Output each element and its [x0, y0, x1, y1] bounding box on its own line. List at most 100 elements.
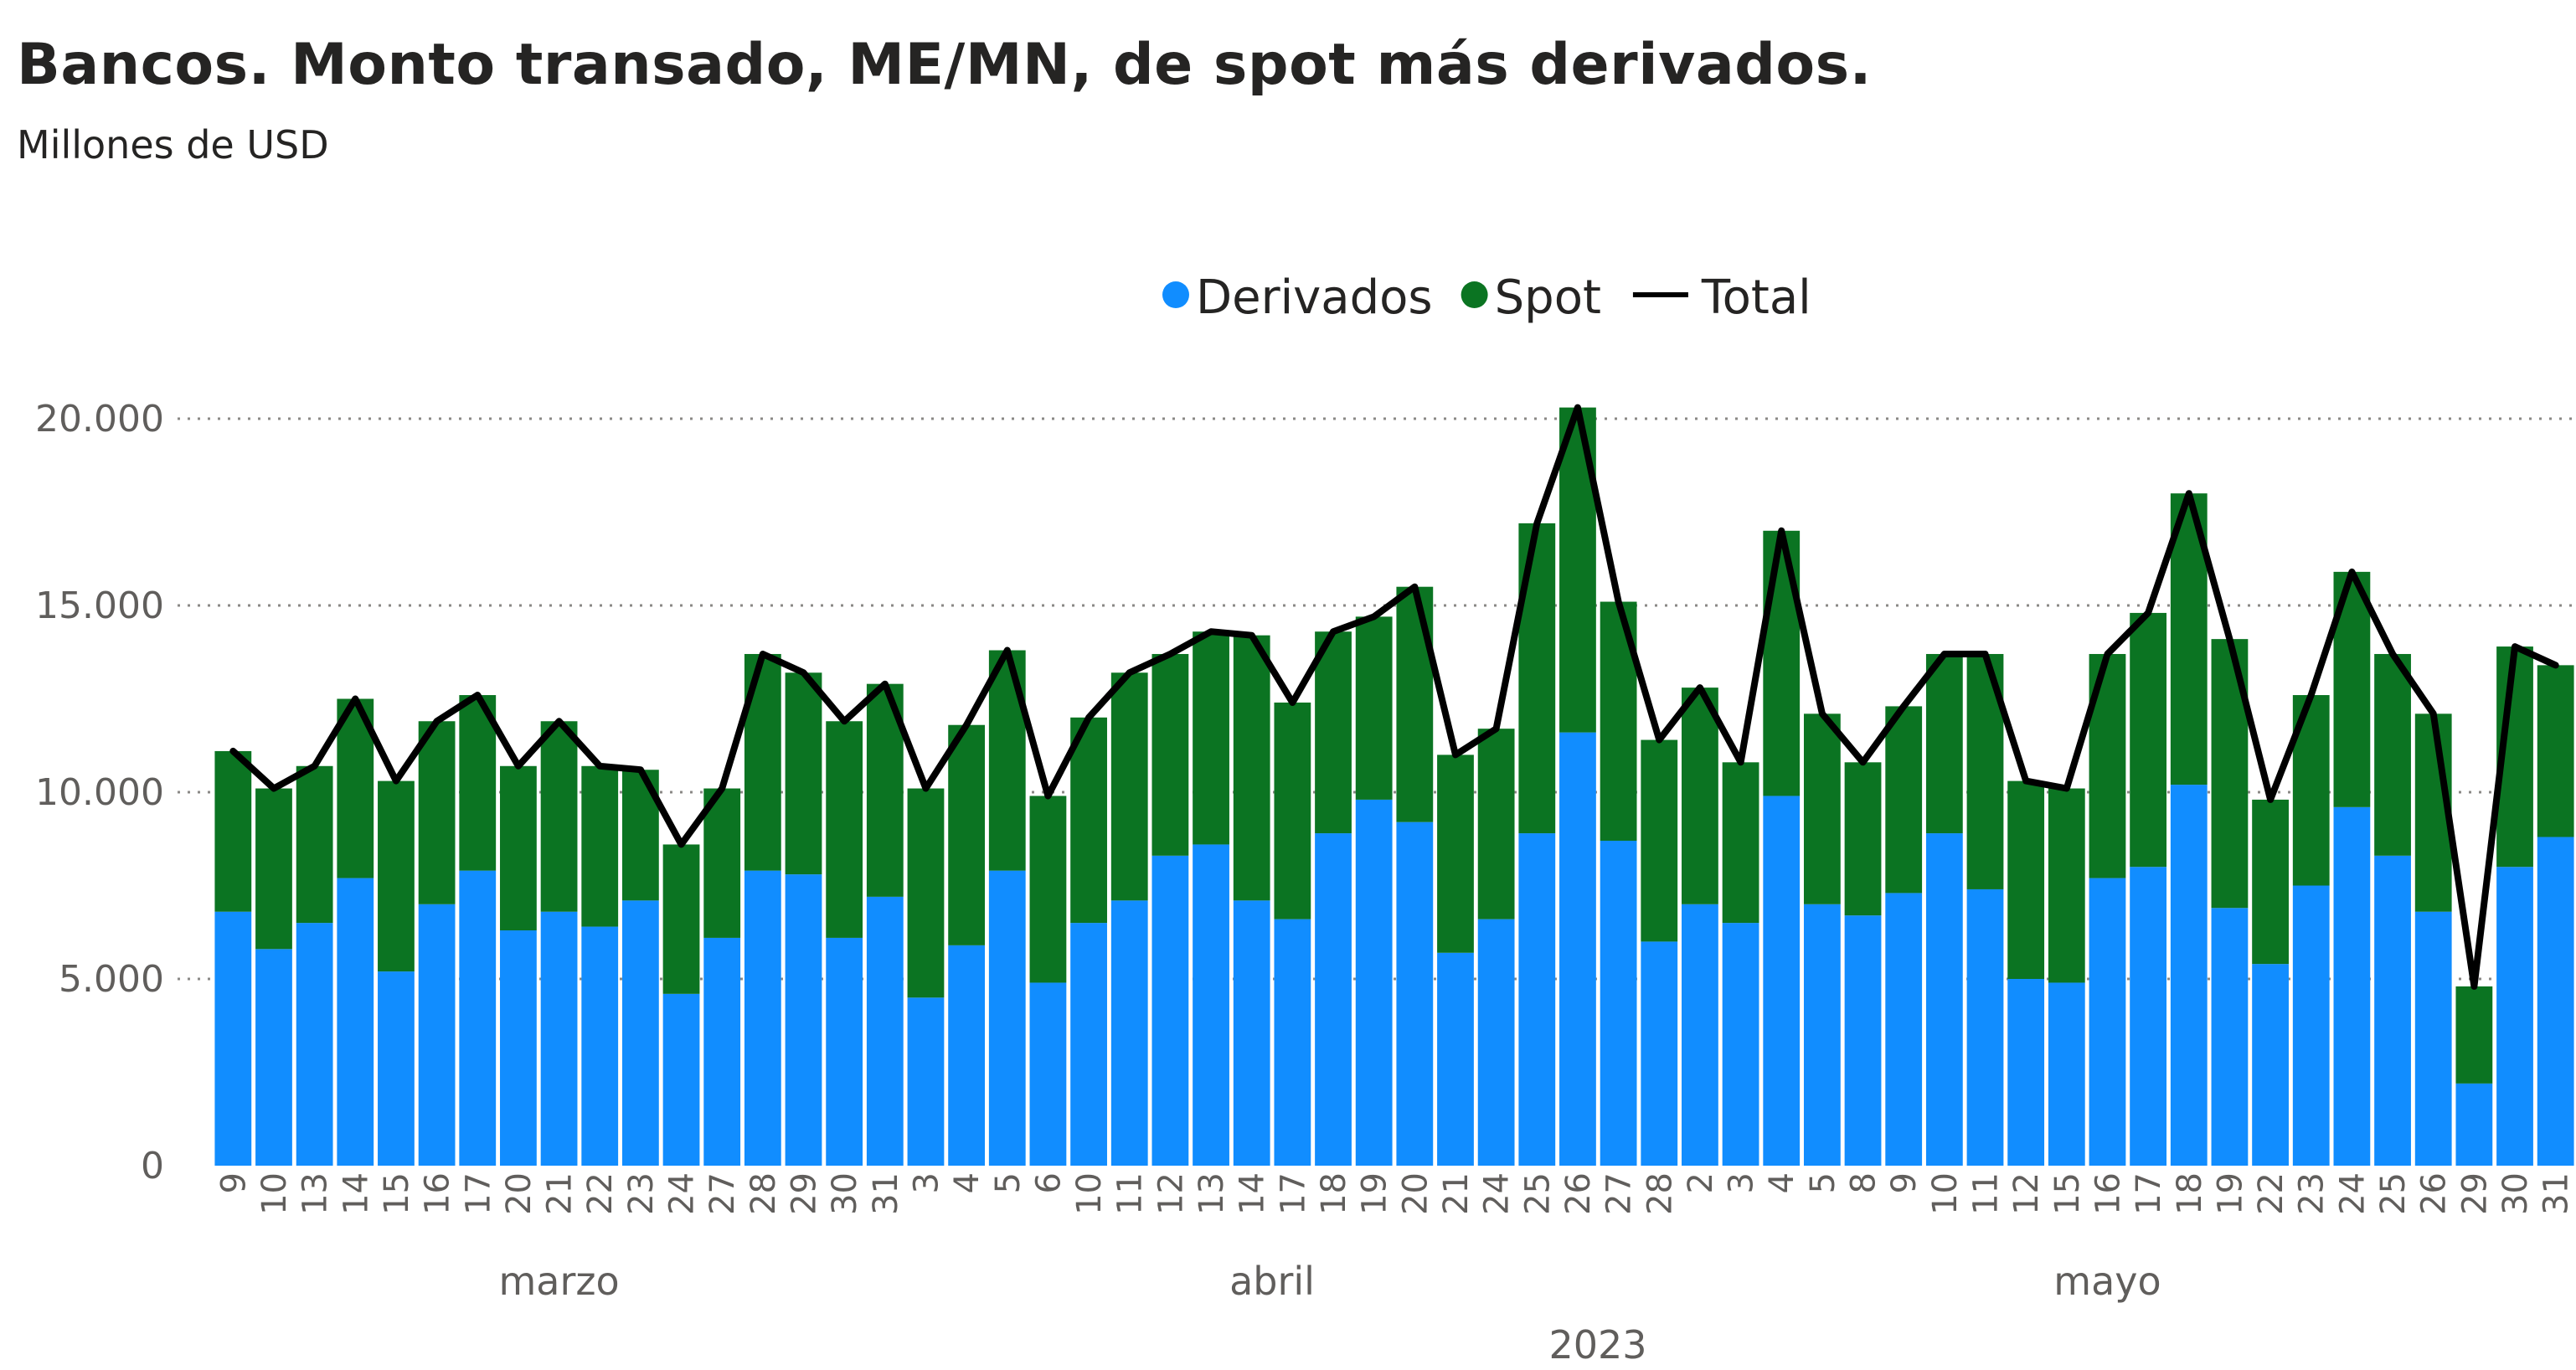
bar-derivados[interactable] [1151, 855, 1189, 1166]
bar-derivados[interactable] [1966, 888, 2004, 1166]
bar-derivados[interactable] [2007, 979, 2045, 1166]
bar-spot[interactable] [1029, 796, 1067, 983]
bar-derivados[interactable] [378, 971, 415, 1166]
bar-derivados[interactable] [1315, 833, 1352, 1166]
bar-derivados[interactable] [1844, 915, 1882, 1166]
bar-derivados[interactable] [1110, 900, 1148, 1166]
bar-spot[interactable] [378, 780, 415, 972]
bar-spot[interactable] [1477, 729, 1515, 919]
bar-spot[interactable] [1193, 631, 1229, 845]
total-line-path[interactable] [229, 404, 2559, 990]
bar-derivados[interactable] [621, 900, 659, 1166]
bar-derivados[interactable] [1641, 941, 1678, 1166]
bar-spot[interactable] [1518, 523, 1556, 834]
bar-derivados[interactable] [214, 911, 252, 1166]
bar-derivados[interactable] [2170, 785, 2208, 1166]
bar-derivados[interactable] [907, 997, 945, 1166]
bar-derivados[interactable] [2048, 982, 2085, 1166]
bar-derivados[interactable] [948, 945, 986, 1166]
bar-derivados[interactable] [2089, 878, 2126, 1166]
bar-spot[interactable] [1110, 672, 1148, 901]
bar-spot[interactable] [1233, 635, 1270, 901]
bar-derivados[interactable] [2374, 855, 2411, 1166]
bar-spot[interactable] [500, 765, 537, 931]
bar-spot[interactable] [2374, 653, 2411, 856]
bar-spot[interactable] [1682, 688, 1718, 904]
bar-derivados[interactable] [255, 949, 292, 1166]
bar-spot[interactable] [2130, 612, 2167, 868]
bar-spot[interactable] [703, 788, 741, 938]
bar-spot[interactable] [1803, 713, 1841, 904]
bar-derivados[interactable] [2455, 1083, 2493, 1166]
bar-derivados[interactable] [1722, 923, 1759, 1166]
bar-spot[interactable] [662, 844, 700, 994]
bar-derivados[interactable] [2130, 867, 2167, 1166]
legend-item-spot[interactable]: Spot [1461, 270, 1601, 325]
bar-derivados[interactable] [2252, 964, 2289, 1166]
bar-derivados[interactable] [2537, 837, 2574, 1166]
bar-spot[interactable] [2048, 788, 2085, 983]
bar-spot[interactable] [1763, 530, 1801, 796]
bar-derivados[interactable] [581, 926, 619, 1166]
bar-spot[interactable] [2007, 780, 2045, 979]
legend-item-total[interactable]: Total [1632, 270, 1811, 325]
bar-spot[interactable] [255, 788, 292, 950]
bar-derivados[interactable] [1233, 900, 1270, 1166]
bar-spot[interactable] [1641, 739, 1678, 942]
bar-derivados[interactable] [988, 870, 1026, 1166]
bar-derivados[interactable] [1274, 919, 1311, 1166]
bar-spot[interactable] [1925, 653, 1963, 834]
bar-derivados[interactable] [866, 896, 904, 1166]
bar-derivados[interactable] [1885, 893, 1923, 1166]
bar-derivados[interactable] [296, 923, 333, 1166]
bar-derivados[interactable] [540, 911, 578, 1166]
bar-derivados[interactable] [1029, 982, 1067, 1166]
bar-spot[interactable] [1151, 653, 1189, 856]
bar-derivados[interactable] [785, 874, 822, 1166]
bar-spot[interactable] [296, 765, 333, 924]
bar-derivados[interactable] [1477, 919, 1515, 1166]
bar-derivados[interactable] [2496, 867, 2533, 1166]
bar-spot[interactable] [948, 724, 986, 945]
bar-derivados[interactable] [1803, 904, 1841, 1166]
bar-derivados[interactable] [744, 870, 781, 1166]
bar-derivados[interactable] [1763, 796, 1801, 1166]
bar-spot[interactable] [1274, 702, 1311, 919]
legend-item-derivados[interactable]: Derivados [1162, 270, 1433, 325]
bar-spot[interactable] [1844, 762, 1882, 916]
bar-derivados[interactable] [1518, 833, 1556, 1166]
bar-derivados[interactable] [1396, 821, 1434, 1166]
bar-spot[interactable] [1885, 706, 1923, 894]
bar-derivados[interactable] [662, 993, 700, 1166]
bar-spot[interactable] [988, 650, 1026, 871]
bar-spot[interactable] [826, 721, 863, 938]
bar-derivados[interactable] [2211, 908, 2249, 1166]
bar-spot[interactable] [1722, 762, 1759, 924]
bar-spot[interactable] [1070, 717, 1107, 924]
bar-spot[interactable] [214, 750, 252, 912]
bar-spot[interactable] [459, 695, 497, 871]
bar-derivados[interactable] [1600, 840, 1637, 1166]
bar-derivados[interactable] [1355, 799, 1393, 1166]
bar-derivados[interactable] [1070, 923, 1107, 1166]
bar-derivados[interactable] [500, 930, 537, 1166]
bar-spot[interactable] [1437, 755, 1474, 953]
bar-spot[interactable] [540, 721, 578, 912]
bar-spot[interactable] [418, 721, 456, 904]
bar-derivados[interactable] [337, 878, 374, 1166]
bar-spot[interactable] [581, 765, 619, 927]
bar-derivados[interactable] [826, 937, 863, 1166]
bar-spot[interactable] [1396, 586, 1434, 822]
bar-spot[interactable] [1315, 631, 1352, 834]
bar-derivados[interactable] [1682, 904, 1718, 1166]
bar-spot[interactable] [2252, 799, 2289, 965]
bar-spot[interactable] [2537, 665, 2574, 837]
bar-spot[interactable] [907, 788, 945, 998]
bar-derivados[interactable] [2333, 806, 2371, 1166]
bar-derivados[interactable] [1193, 844, 1229, 1166]
bar-derivados[interactable] [703, 937, 741, 1166]
bar-derivados[interactable] [459, 870, 497, 1166]
bar-derivados[interactable] [2414, 911, 2452, 1166]
bar-derivados[interactable] [418, 904, 456, 1166]
bar-derivados[interactable] [1559, 732, 1596, 1166]
